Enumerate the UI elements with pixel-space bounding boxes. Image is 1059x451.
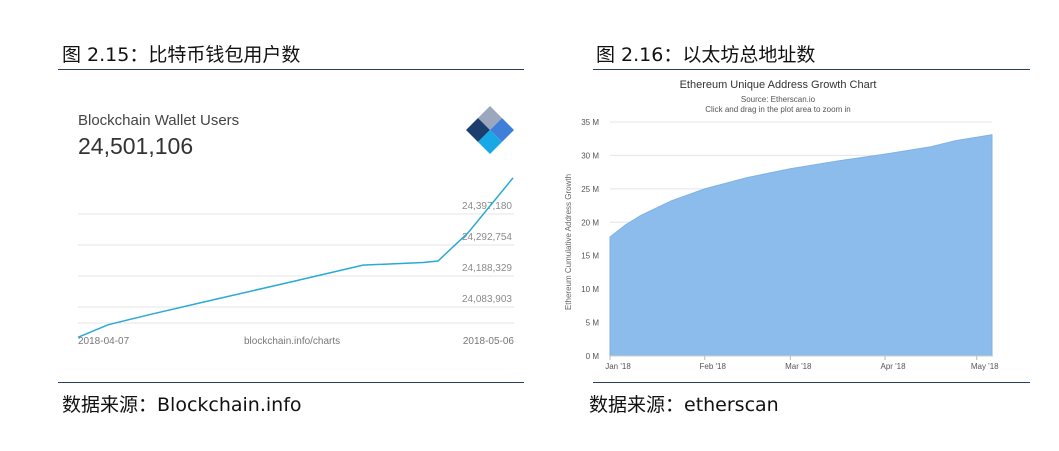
right-top-rule <box>593 69 1030 70</box>
left-chart-headline-value: 24,501,106 <box>78 133 193 159</box>
right-y-tick-label: 15 M <box>581 252 599 261</box>
left-figure-title: 图 2.15：比特币钱包用户数 <box>62 44 301 66</box>
right-x-tick-label: Mar '18 <box>785 362 812 371</box>
left-y-axis-labels: 24,397,180 24,292,754 24,188,329 24,083,903 <box>462 201 512 305</box>
wallet-users-chart: Blockchain Wallet Users 24,501,106 24,39… <box>77 106 515 347</box>
left-x-tick-start: 2018-04-07 <box>78 336 130 347</box>
logo-bottom-diamond <box>478 130 502 154</box>
right-chart-title: Ethereum Unique Address Growth Chart <box>680 79 877 91</box>
right-chart-hint: Click and drag in the plot area to zoom … <box>705 105 850 114</box>
right-y-tick-label: 25 M <box>581 185 599 194</box>
left-y-tick-label: 24,397,180 <box>462 201 512 212</box>
left-grid <box>78 213 514 324</box>
right-source: 数据来源：etherscan <box>589 394 779 416</box>
left-bottom-rule <box>58 382 524 383</box>
right-y-axis-label: Ethereum Cumulative Address Growth <box>564 174 573 310</box>
right-y-tick-label: 30 M <box>581 151 599 160</box>
wallet-users-series-line <box>77 177 514 338</box>
right-y-tick-label: 10 M <box>581 285 599 294</box>
right-bottom-rule <box>593 382 1030 383</box>
right-figure-title: 图 2.16：以太坊总地址数 <box>596 44 816 66</box>
left-top-rule <box>58 69 524 70</box>
right-x-axis-labels: Jan '18 Feb '18 Mar '18 Apr '18 May '18 <box>605 356 999 371</box>
left-source: 数据来源：Blockchain.info <box>62 394 302 416</box>
left-footer-label: blockchain.info/charts <box>244 336 340 347</box>
right-y-tick-label: 5 M <box>586 319 600 328</box>
right-x-tick-label: Feb '18 <box>700 362 727 371</box>
right-y-tick-label: 35 M <box>581 118 599 127</box>
left-x-tick-end: 2018-05-06 <box>463 336 515 347</box>
address-growth-area <box>609 134 993 357</box>
blockchain-logo <box>466 106 514 154</box>
right-chart-subtitle: Source: Etherscan.io <box>741 95 816 104</box>
left-y-tick-label: 24,292,754 <box>462 232 512 243</box>
right-x-tick-label: May '18 <box>971 362 999 371</box>
left-y-tick-label: 24,188,329 <box>462 263 512 274</box>
ethereum-address-chart: Ethereum Unique Address Growth Chart Sou… <box>564 79 999 371</box>
left-chart-title: Blockchain Wallet Users <box>78 112 239 129</box>
right-y-tick-label: 20 M <box>581 218 599 227</box>
left-y-tick-label: 24,083,903 <box>462 294 512 305</box>
right-y-axis-labels: 0 M 5 M 10 M 15 M 20 M 25 M 30 M 35 M <box>581 118 599 361</box>
right-x-tick-label: Jan '18 <box>605 362 631 371</box>
right-x-tick-label: Apr '18 <box>880 362 906 371</box>
right-y-tick-label: 0 M <box>586 352 600 361</box>
